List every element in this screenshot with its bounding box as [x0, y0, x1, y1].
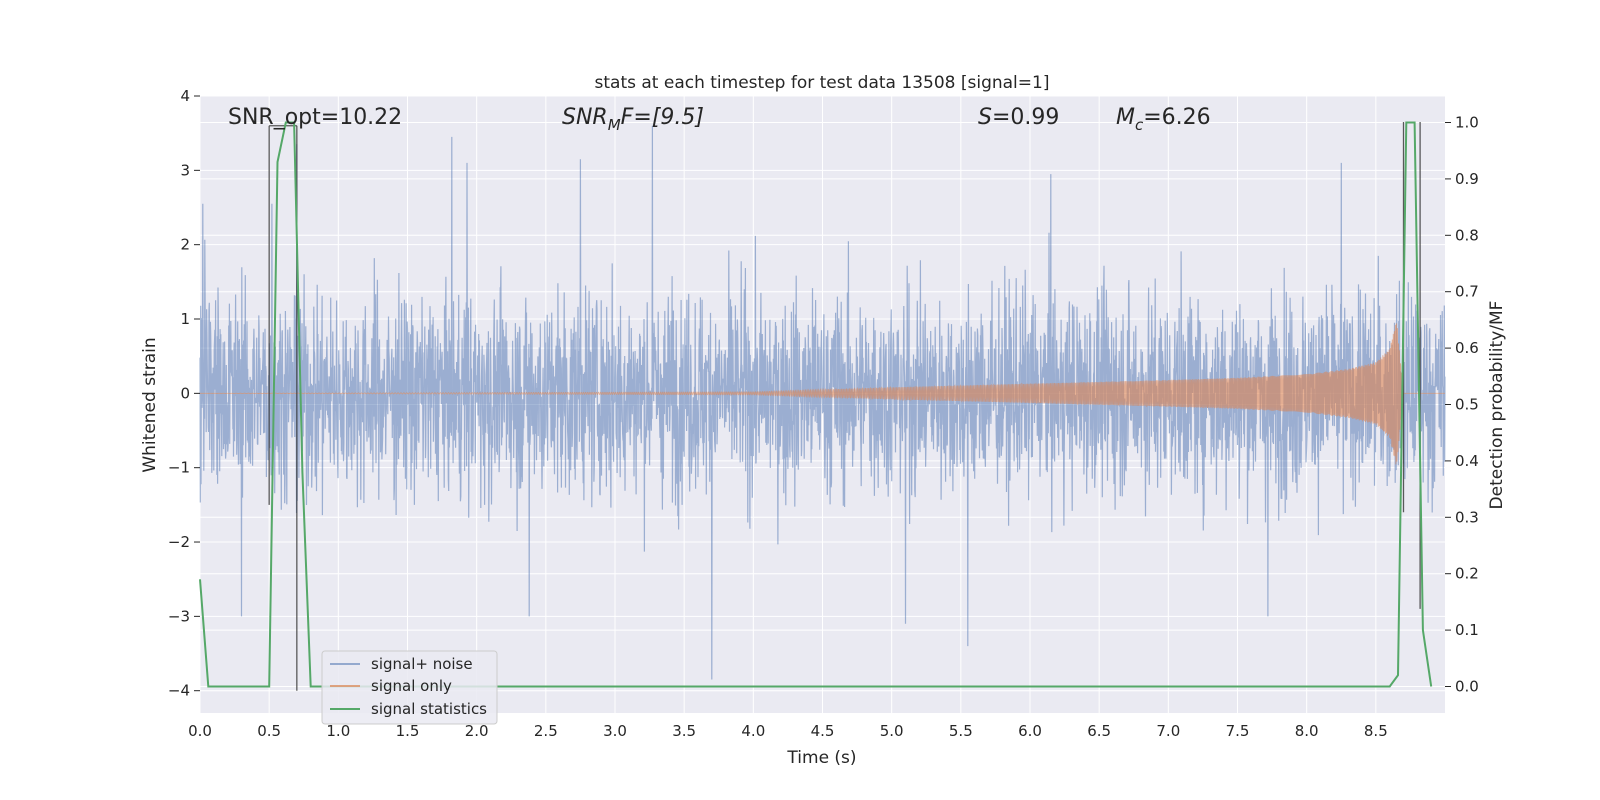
y-tick-labels: 4 3 2 1 0 −1 −2 −3 −4 [168, 87, 200, 700]
x-tick-label: 6.0 [1018, 722, 1042, 740]
y2-tick-label: 0.2 [1455, 565, 1479, 583]
x-tick-label: 1.5 [396, 722, 420, 740]
y-tick-label: −2 [168, 533, 190, 551]
legend-label-signal: signal only [371, 677, 452, 695]
x-tick-label: 1.0 [326, 722, 350, 740]
annotation-s: S=0.99 [978, 105, 1059, 130]
x-tick-label: 8.5 [1364, 722, 1388, 740]
legend-label-noise: signal+ noise [371, 655, 473, 673]
x-tick-label: 3.0 [603, 722, 627, 740]
y-tick-label: 0 [180, 384, 190, 402]
y-tick-label: −4 [168, 682, 190, 700]
x-tick-label: 3.5 [672, 722, 696, 740]
y2-tick-label: 0.1 [1455, 621, 1479, 639]
y2-tick-label: 1.0 [1455, 114, 1479, 132]
annotation-snr-mf: SNRMF=[9.5] [562, 105, 704, 134]
annotation-snr-opt: SNR_opt=10.22 [228, 105, 402, 130]
x-tick-label: 2.5 [534, 722, 558, 740]
x-axis-label: Time (s) [786, 748, 856, 768]
y-tick-label: −1 [168, 459, 190, 477]
y2-tick-label: 0.3 [1455, 508, 1479, 526]
series-signal-statistics [199, 121, 1433, 688]
y2-tick-label: 0.9 [1455, 170, 1479, 188]
plot-area [199, 121, 1446, 691]
y2-tick-label: 0.5 [1455, 396, 1479, 414]
x-tick-label: 7.5 [1226, 722, 1250, 740]
x-tick-label: 8.0 [1295, 722, 1319, 740]
y2-tick-label: 0.8 [1455, 226, 1479, 244]
x-tick-label: 5.0 [880, 722, 904, 740]
x-tick-label: 0.5 [257, 722, 281, 740]
y-tick-label: 3 [180, 161, 190, 179]
y-tick-label: 1 [180, 310, 190, 328]
y-gridlines [200, 95, 1445, 692]
series-signal-plus-noise [199, 125, 1446, 680]
legend-box [321, 650, 498, 725]
y2-tick-labels: 1.0 0.9 0.8 0.7 0.6 0.5 0.4 0.3 0.2 0.1 0.0 [1445, 114, 1479, 695]
x-tick-label: 4.5 [811, 722, 835, 740]
legend-label-statistics: signal statistics [371, 700, 487, 718]
y-tick-label: 2 [180, 236, 190, 254]
y-tick-label: −3 [168, 607, 190, 625]
y2-tick-label: 0.7 [1455, 283, 1479, 301]
y-tick-label: 4 [180, 87, 190, 105]
chart-title: stats at each timestep for test data 135… [595, 73, 1050, 93]
legend: signal+ noise signal only signal statist… [321, 650, 498, 725]
x-tick-label: 5.5 [949, 722, 973, 740]
y2-tick-label: 0.0 [1455, 677, 1479, 695]
x-tick-label: 6.5 [1087, 722, 1111, 740]
x-tick-label: 4.0 [741, 722, 765, 740]
annotation-mc: Mc=6.26 [1116, 105, 1211, 134]
x-tick-label: 0.0 [188, 722, 212, 740]
y-axis-label: Whitened strain [140, 337, 160, 472]
y2-axis-label: Detection probability/MF [1487, 301, 1507, 510]
y2-tick-label: 0.6 [1455, 339, 1479, 357]
x-tick-label: 2.0 [465, 722, 489, 740]
series-signal-only [200, 323, 1445, 465]
x-tick-label: 7.0 [1156, 722, 1180, 740]
y2-tick-label: 0.4 [1455, 452, 1479, 470]
x-tick-labels: 0.0 0.5 1.0 1.5 2.0 2.5 3.0 3.5 4.0 4.5 5.0 5.5 6.0 6… [188, 722, 1388, 740]
